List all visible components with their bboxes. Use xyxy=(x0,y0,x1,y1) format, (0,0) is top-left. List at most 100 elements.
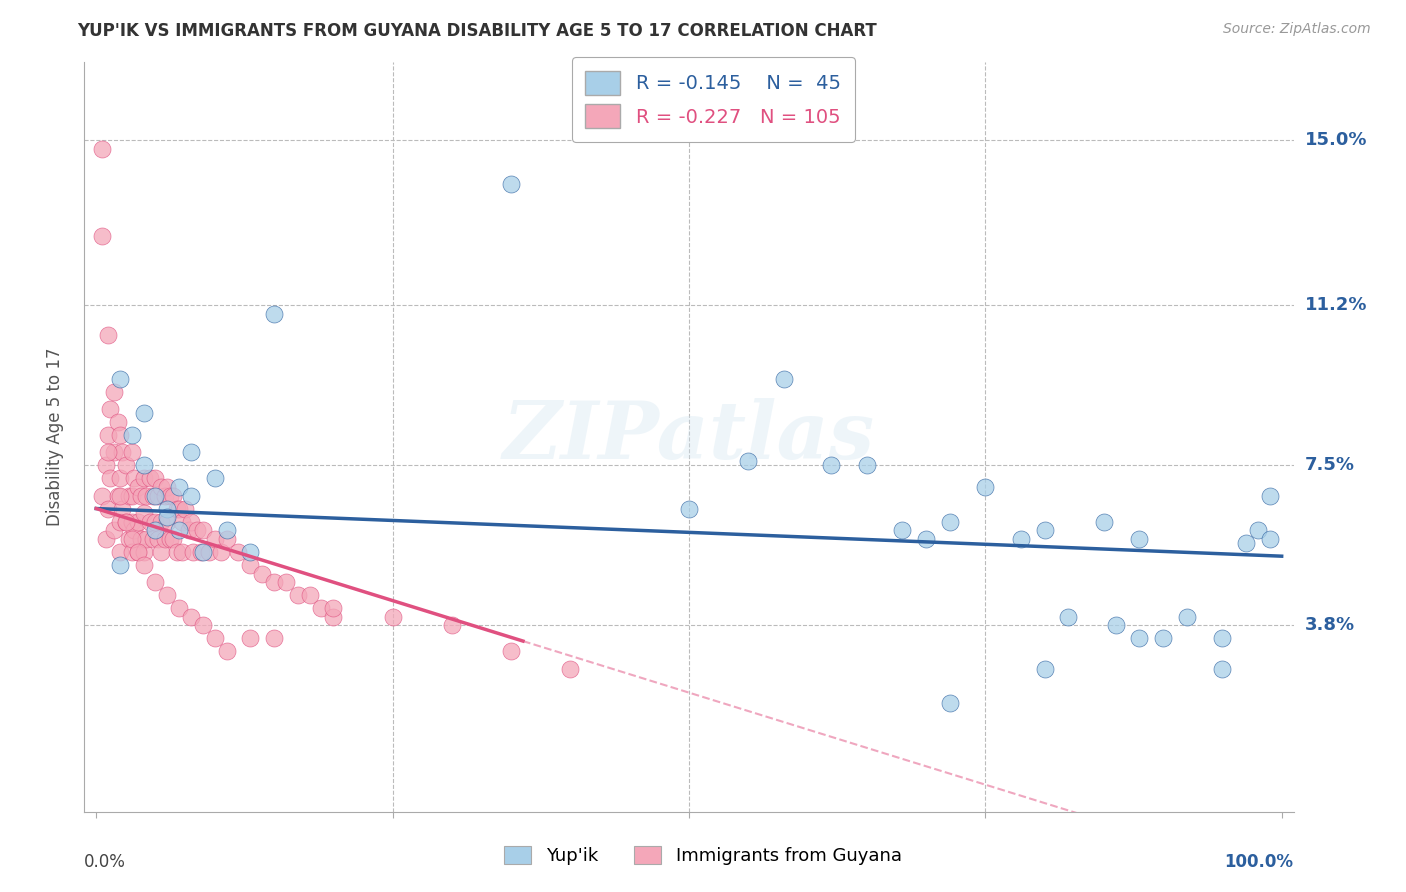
Point xyxy=(108,558,131,572)
Point xyxy=(215,523,238,537)
Point xyxy=(198,545,221,559)
Point xyxy=(156,510,179,524)
Point xyxy=(115,515,138,529)
Point xyxy=(180,515,202,529)
Point xyxy=(135,532,157,546)
Point xyxy=(239,545,262,559)
Point xyxy=(170,545,193,559)
Point xyxy=(263,575,285,590)
Point xyxy=(145,471,167,485)
Text: Source: ZipAtlas.com: Source: ZipAtlas.com xyxy=(1223,22,1371,37)
Point xyxy=(127,545,149,559)
Point xyxy=(145,489,167,503)
Point xyxy=(915,532,938,546)
Point xyxy=(1211,662,1233,676)
Point xyxy=(121,445,143,459)
Point xyxy=(1092,515,1115,529)
Point xyxy=(153,532,176,546)
Point xyxy=(142,532,165,546)
Point xyxy=(162,532,184,546)
Point xyxy=(772,371,794,385)
Point xyxy=(142,489,165,503)
Point xyxy=(132,545,155,559)
Point xyxy=(167,480,190,494)
Text: 0.0%: 0.0% xyxy=(84,853,127,871)
Point xyxy=(322,601,344,615)
Point xyxy=(108,471,131,485)
Point xyxy=(94,532,117,546)
Point xyxy=(97,428,120,442)
Text: 3.8%: 3.8% xyxy=(1305,616,1355,634)
Text: 11.2%: 11.2% xyxy=(1305,296,1367,314)
Point xyxy=(121,532,143,546)
Point xyxy=(440,618,463,632)
Point xyxy=(1128,632,1150,646)
Point xyxy=(129,489,152,503)
Point xyxy=(132,506,155,520)
Point xyxy=(228,545,250,559)
Point xyxy=(156,515,179,529)
Point xyxy=(145,575,167,590)
Point xyxy=(204,632,226,646)
Point xyxy=(1211,632,1233,646)
Point xyxy=(287,588,309,602)
Point xyxy=(263,307,285,321)
Point xyxy=(115,458,138,473)
Point xyxy=(132,558,155,572)
Point xyxy=(215,644,238,658)
Point xyxy=(118,532,141,546)
Point xyxy=(138,515,160,529)
Point xyxy=(1258,532,1281,546)
Point xyxy=(127,515,149,529)
Point xyxy=(121,428,143,442)
Point xyxy=(974,480,997,494)
Point xyxy=(145,515,167,529)
Point xyxy=(167,601,190,615)
Point xyxy=(250,566,273,581)
Point xyxy=(159,532,181,546)
Point xyxy=(1128,532,1150,546)
Point xyxy=(166,545,188,559)
Point xyxy=(174,501,197,516)
Point xyxy=(127,480,149,494)
Point xyxy=(1105,618,1128,632)
Point xyxy=(274,575,297,590)
Point xyxy=(159,489,181,503)
Point xyxy=(311,601,333,615)
Point xyxy=(177,523,200,537)
Point xyxy=(145,523,167,537)
Point xyxy=(121,515,143,529)
Point xyxy=(180,610,202,624)
Point xyxy=(132,471,155,485)
Point xyxy=(322,610,344,624)
Text: YUP'IK VS IMMIGRANTS FROM GUYANA DISABILITY AGE 5 TO 17 CORRELATION CHART: YUP'IK VS IMMIGRANTS FROM GUYANA DISABIL… xyxy=(77,22,877,40)
Point xyxy=(263,632,285,646)
Point xyxy=(938,515,960,529)
Point xyxy=(108,371,131,385)
Point xyxy=(1033,523,1056,537)
Point xyxy=(1247,523,1270,537)
Point xyxy=(1175,610,1198,624)
Text: 7.5%: 7.5% xyxy=(1305,456,1354,475)
Point xyxy=(100,471,122,485)
Point xyxy=(111,445,134,459)
Point xyxy=(103,384,125,399)
Point xyxy=(156,501,179,516)
Point xyxy=(108,515,131,529)
Point xyxy=(190,545,212,559)
Legend: Yup'ik, Immigrants from Guyana: Yup'ik, Immigrants from Guyana xyxy=(495,837,911,874)
Point xyxy=(501,177,523,191)
Point xyxy=(121,489,143,503)
Point xyxy=(180,489,202,503)
Point xyxy=(132,406,155,420)
Point xyxy=(239,632,262,646)
Point xyxy=(1057,610,1080,624)
Point xyxy=(146,532,169,546)
Point xyxy=(107,415,129,429)
Point xyxy=(170,515,193,529)
Point xyxy=(938,697,960,711)
Point xyxy=(146,489,169,503)
Point xyxy=(122,471,145,485)
Point xyxy=(132,458,155,473)
Point xyxy=(191,545,214,559)
